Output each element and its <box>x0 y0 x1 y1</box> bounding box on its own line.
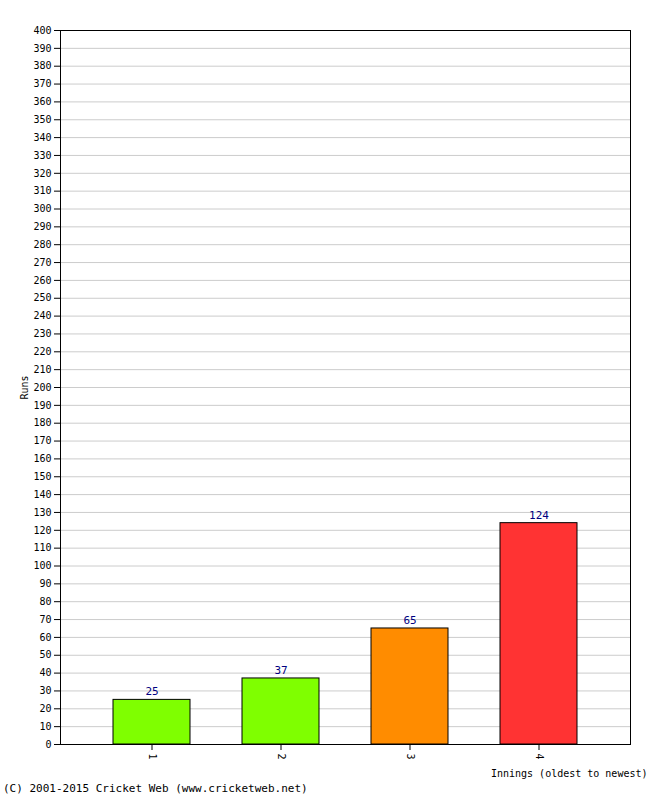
svg-text:260: 260 <box>33 275 51 286</box>
svg-text:37: 37 <box>274 664 287 677</box>
svg-text:1: 1 <box>147 754 158 760</box>
html-text:(C) 2001-2015 Cricket Web (www: (C) 2001-2015 Cricket Web (www.cricketwe… <box>3 782 308 795</box>
svg-text:160: 160 <box>33 453 51 464</box>
svg-text:90: 90 <box>39 578 51 589</box>
svg-text:310: 310 <box>33 185 51 196</box>
svg-text:320: 320 <box>33 168 51 179</box>
svg-text:290: 290 <box>33 221 51 232</box>
svg-text:370: 370 <box>33 78 51 89</box>
svg-text:30: 30 <box>39 685 51 696</box>
svg-text:70: 70 <box>39 614 51 625</box>
svg-text:140: 140 <box>33 489 51 500</box>
svg-text:220: 220 <box>33 346 51 357</box>
svg-text:130: 130 <box>33 507 51 518</box>
svg-text:100: 100 <box>33 560 51 571</box>
svg-text:390: 390 <box>33 43 51 54</box>
svg-text:300: 300 <box>33 203 51 214</box>
svg-text:50: 50 <box>39 649 51 660</box>
svg-text:120: 120 <box>33 525 51 536</box>
svg-text:190: 190 <box>33 400 51 411</box>
svg-text:380: 380 <box>33 60 51 71</box>
svg-text:2: 2 <box>276 754 287 760</box>
svg-text:124: 124 <box>529 509 549 522</box>
svg-text:250: 250 <box>33 292 51 303</box>
svg-text:Runs: Runs <box>19 375 30 399</box>
svg-text:200: 200 <box>33 382 51 393</box>
svg-text:0: 0 <box>45 739 51 750</box>
svg-text:280: 280 <box>33 239 51 250</box>
svg-text:150: 150 <box>33 471 51 482</box>
svg-text:330: 330 <box>33 150 51 161</box>
svg-text:400: 400 <box>33 25 51 36</box>
svg-text:10: 10 <box>39 721 51 732</box>
svg-text:210: 210 <box>33 364 51 375</box>
svg-text:25: 25 <box>145 685 158 698</box>
svg-text:40: 40 <box>39 667 51 678</box>
svg-text:360: 360 <box>33 96 51 107</box>
svg-text:3: 3 <box>405 754 416 760</box>
svg-text:80: 80 <box>39 596 51 607</box>
svg-text:110: 110 <box>33 542 51 553</box>
svg-text:65: 65 <box>403 614 416 627</box>
svg-text:270: 270 <box>33 257 51 268</box>
svg-text:20: 20 <box>39 703 51 714</box>
svg-text:180: 180 <box>33 417 51 428</box>
svg-text:60: 60 <box>39 632 51 643</box>
svg-text:4: 4 <box>534 754 545 760</box>
svg-text:340: 340 <box>33 132 51 143</box>
svg-text:170: 170 <box>33 435 51 446</box>
svg-text:230: 230 <box>33 328 51 339</box>
svg-text:240: 240 <box>33 310 51 321</box>
svg-text:Innings (oldest to newest): Innings (oldest to newest) <box>491 768 648 779</box>
svg-text:350: 350 <box>33 114 51 125</box>
